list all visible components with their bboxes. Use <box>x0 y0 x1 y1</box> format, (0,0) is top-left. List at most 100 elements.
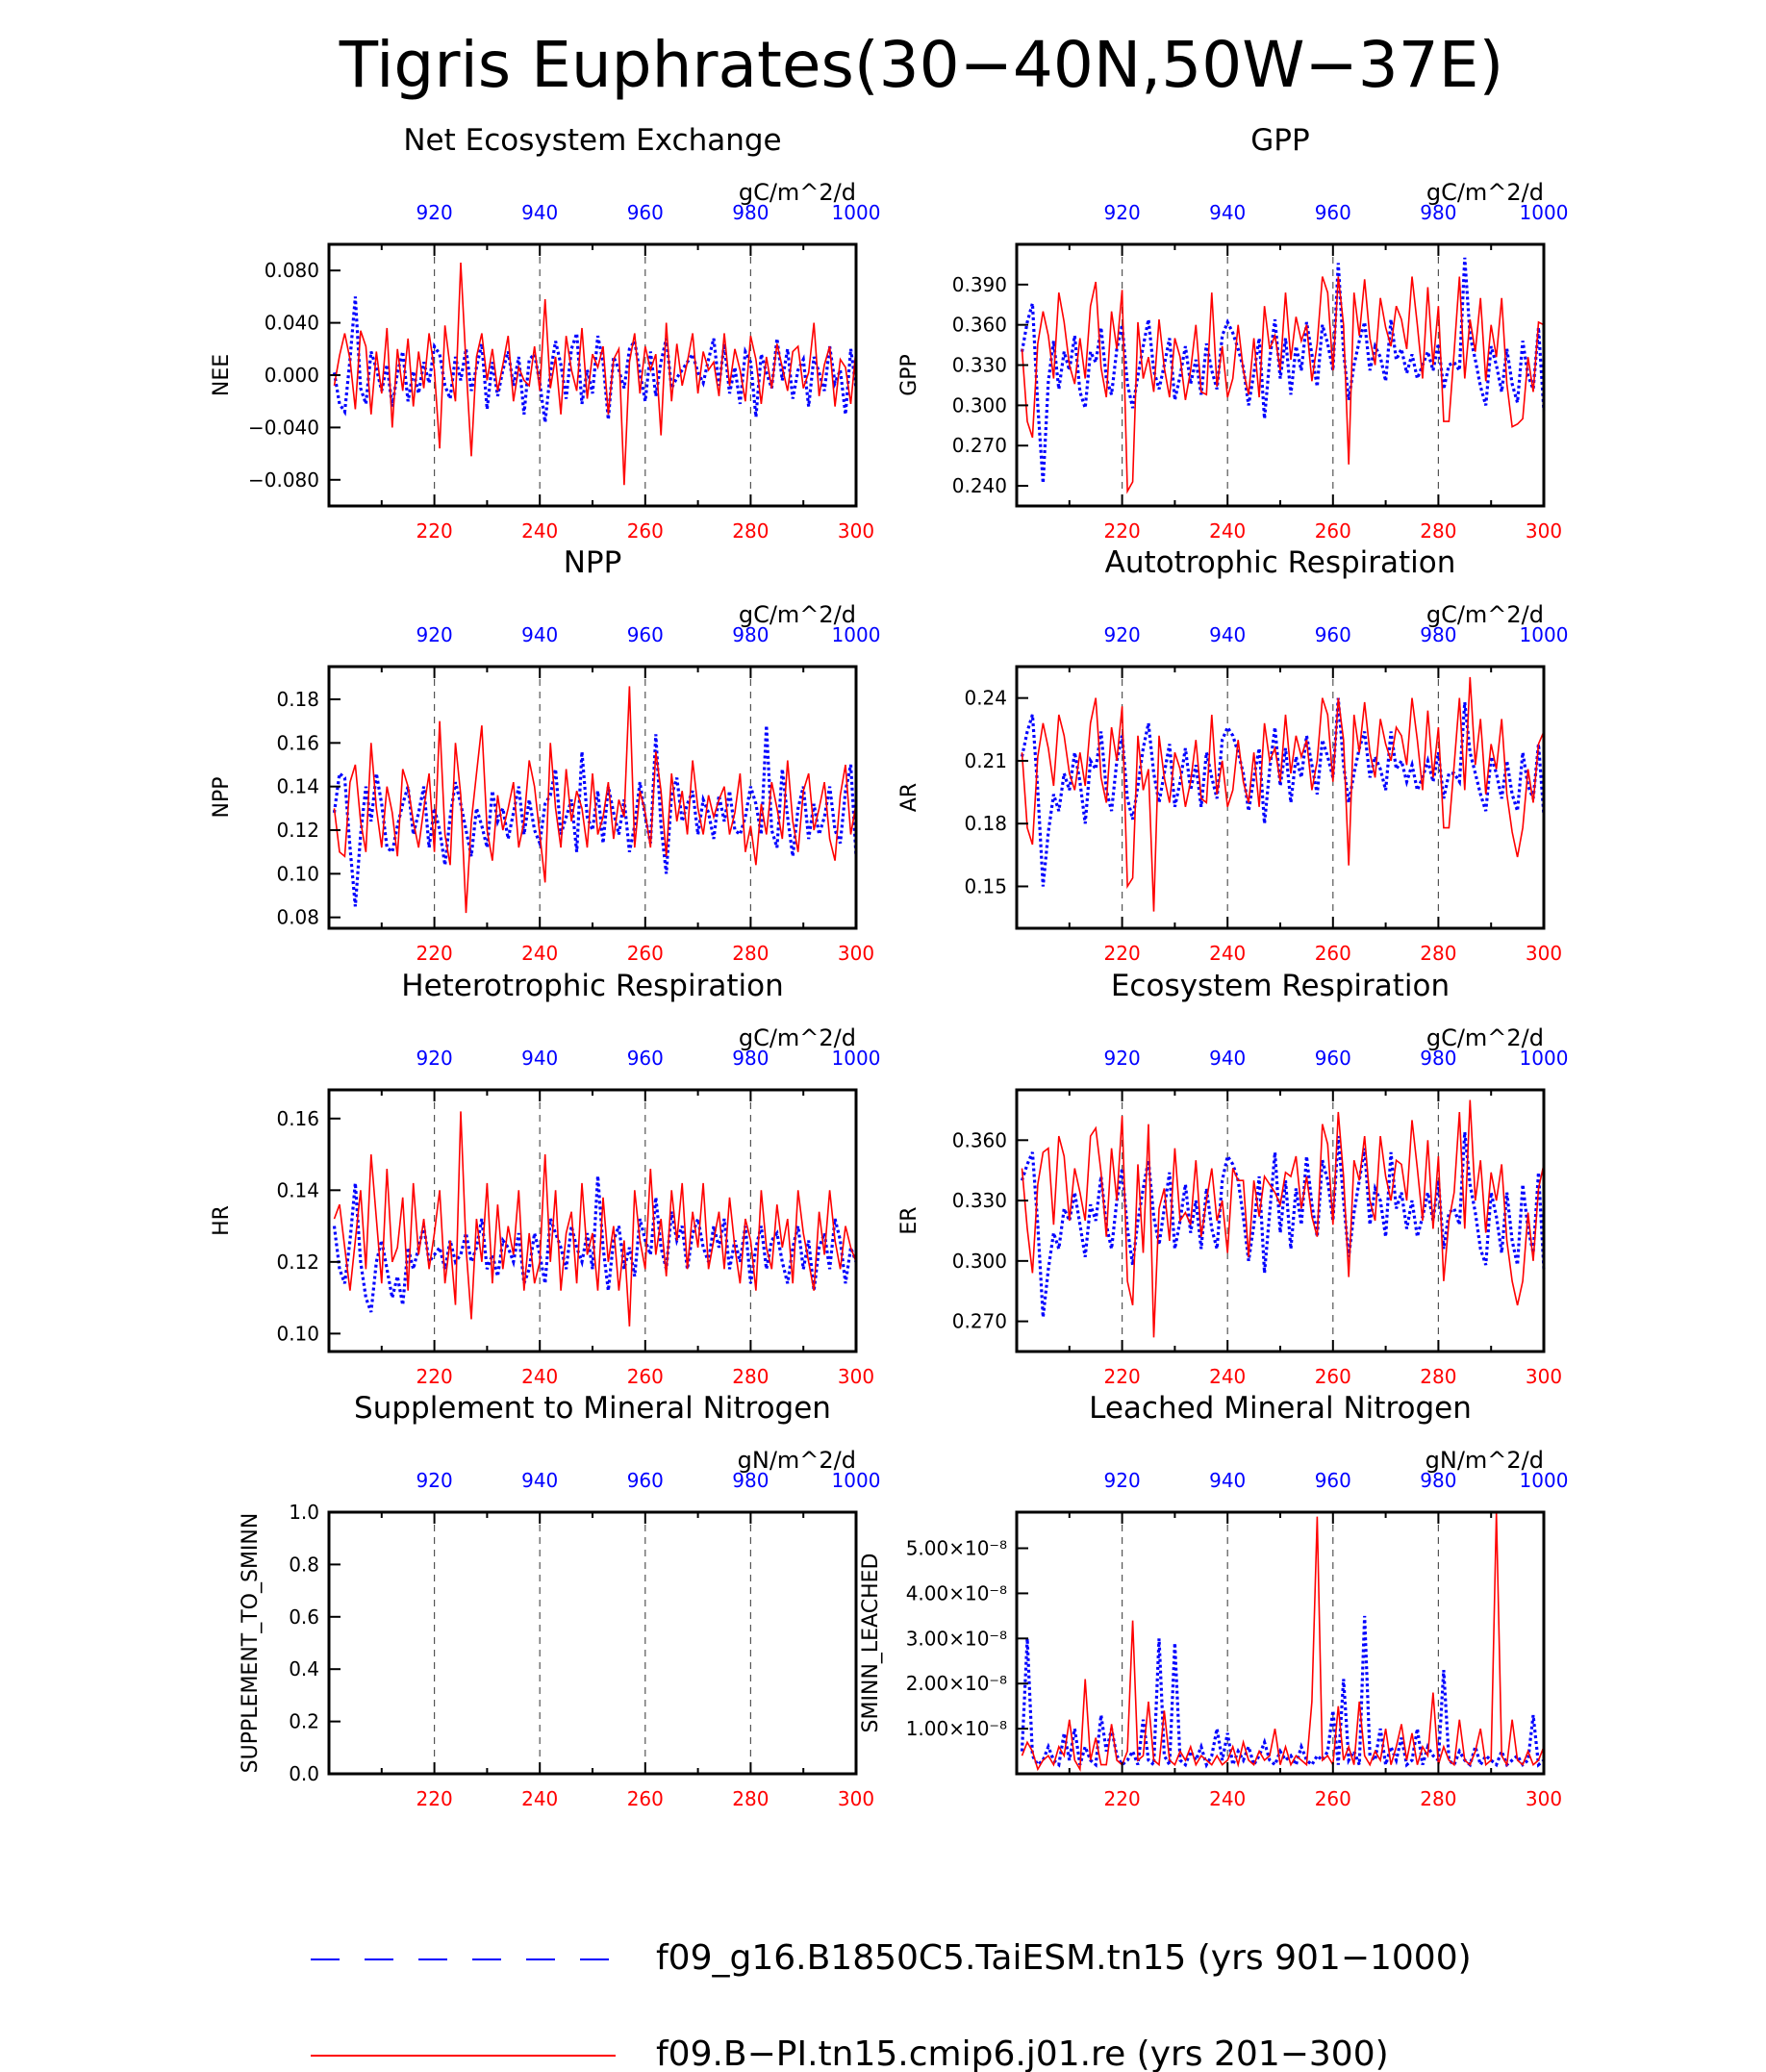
x-top-tick-label: 960 <box>1315 623 1351 646</box>
x-bottom-tick-label: 300 <box>1526 942 1562 965</box>
x-bottom-tick-label: 300 <box>838 1365 874 1388</box>
series-blue-line <box>332 296 858 423</box>
series-blue-line <box>1020 1615 1546 1771</box>
x-bottom-tick-label: 220 <box>1104 1365 1141 1388</box>
x-top-tick-label: 920 <box>416 201 453 224</box>
y-tick-label: 0.2 <box>289 1710 319 1733</box>
x-top-tick-label: 940 <box>521 1469 558 1492</box>
plot-frame <box>1015 1510 1546 1776</box>
y-tick-label: 1.00×10⁻⁸ <box>906 1717 1007 1740</box>
x-top-tick-label: 960 <box>1315 201 1351 224</box>
y-tick-label: 2.00×10⁻⁸ <box>906 1672 1007 1695</box>
x-bottom-tick-label: 220 <box>1104 1787 1141 1810</box>
panel-title: Net Ecosystem Exchange <box>403 123 781 158</box>
x-bottom-tick-label: 220 <box>416 1365 453 1388</box>
y-tick-label: 0.15 <box>964 874 1007 897</box>
panel-8: Leached Mineral Nitrogen gN/m^2/d 1.00×10⁻… <box>859 1391 1568 1810</box>
y-tick-label: 0.0 <box>289 1762 319 1785</box>
series-red-line <box>1021 1099 1545 1338</box>
x-bottom-tick-label: 280 <box>1420 1787 1456 1810</box>
x-top-tick-label: 980 <box>732 1047 769 1070</box>
y-axis-label: GPP <box>897 354 921 396</box>
x-bottom-tick-label: 260 <box>627 1365 664 1388</box>
x-bottom-tick-label: 220 <box>416 519 453 543</box>
y-tick-label: 0.390 <box>952 273 1007 296</box>
y-tick-label: 0.270 <box>952 434 1007 457</box>
x-top-tick-label: 960 <box>627 1047 664 1070</box>
panel-title: Autotrophic Respiration <box>1105 545 1456 580</box>
panel-6: Ecosystem Respiration gC/m^2/d 0.270 0.300 0… <box>897 969 1568 1388</box>
x-top-tick-label: 920 <box>1104 623 1141 646</box>
y-tick-label: 0.21 <box>964 749 1007 772</box>
y-tick-label: 5.00×10⁻⁸ <box>906 1537 1007 1560</box>
x-bottom-tick-label: 280 <box>732 942 769 965</box>
y-tick-label: 0.18 <box>964 812 1007 835</box>
y-tick-label: 0.10 <box>276 862 319 885</box>
y-tick-label: 0.330 <box>952 354 1007 377</box>
x-bottom-tick-label: 260 <box>1315 519 1351 543</box>
x-top-tick-label: 940 <box>521 623 558 646</box>
y-tick-label: −0.040 <box>248 416 319 439</box>
x-top-tick-label: 920 <box>1104 1047 1141 1070</box>
x-top-tick-label: 960 <box>627 201 664 224</box>
x-bottom-tick-label: 280 <box>732 1787 769 1810</box>
panel-4: Autotrophic Respiration gC/m^2/d 0.15 0.18 0… <box>897 545 1568 965</box>
units-label: gC/m^2/d <box>739 601 856 628</box>
x-bottom-tick-label: 300 <box>838 1787 874 1810</box>
x-top-tick-label: 1000 <box>1520 1469 1569 1492</box>
x-bottom-tick-label: 300 <box>1526 519 1562 543</box>
y-tick-label: 4.00×10⁻⁸ <box>906 1581 1007 1605</box>
legend-label-red: f09.B−PI.tn15.cmip6.j01.re (yrs 201−300) <box>656 2034 1389 2072</box>
y-axis-label: NEE <box>210 354 234 396</box>
units-label: gC/m^2/d <box>1426 601 1544 628</box>
x-bottom-tick-label: 240 <box>1209 1787 1246 1810</box>
y-tick-label: 0.330 <box>952 1189 1007 1212</box>
x-top-tick-label: 920 <box>1104 1469 1141 1492</box>
series-red-line <box>1021 676 1545 912</box>
plot-frame <box>327 1088 858 1353</box>
panel-title: Heterotrophic Respiration <box>401 969 783 1003</box>
x-bottom-tick-label: 240 <box>521 942 558 965</box>
series-red-line <box>333 262 857 486</box>
y-tick-label: −0.080 <box>248 468 319 492</box>
x-top-tick-label: 920 <box>416 1047 453 1070</box>
x-top-tick-label: 940 <box>521 1047 558 1070</box>
y-axis-label: ER <box>897 1206 921 1234</box>
y-tick-label: 0.000 <box>265 364 319 387</box>
panels: Net Ecosystem Exchange gC/m^2/d −0.080 −0.0… <box>210 123 1568 1810</box>
x-top-tick-label: 980 <box>1420 201 1456 224</box>
series-red-line <box>333 1111 857 1327</box>
panel-title: Supplement to Mineral Nitrogen <box>354 1391 831 1426</box>
units-label: gN/m^2/d <box>1425 1447 1544 1474</box>
x-bottom-tick-label: 300 <box>838 942 874 965</box>
panel-title: GPP <box>1250 123 1309 158</box>
x-top-tick-label: 960 <box>627 1469 664 1492</box>
y-tick-label: 0.08 <box>276 906 319 929</box>
series-red-line <box>1021 276 1545 494</box>
panel-3: NPP gC/m^2/d 0.08 0.10 0.12 0.14 0.16 0.18 NPP 22… <box>210 545 880 965</box>
y-tick-label: 0.300 <box>952 1250 1007 1273</box>
plot-frame <box>327 242 858 508</box>
x-top-tick-label: 940 <box>1209 623 1246 646</box>
y-axis-label: HR <box>210 1205 234 1236</box>
y-tick-label: 0.080 <box>265 259 319 282</box>
y-tick-label: 3.00×10⁻⁸ <box>906 1627 1007 1650</box>
units-label: gC/m^2/d <box>1426 179 1544 206</box>
x-top-tick-label: 920 <box>416 623 453 646</box>
panel-1: Net Ecosystem Exchange gC/m^2/d −0.080 −0.0… <box>210 123 880 543</box>
x-bottom-tick-label: 260 <box>627 942 664 965</box>
x-bottom-tick-label: 280 <box>732 1365 769 1388</box>
x-top-tick-label: 1000 <box>832 1047 881 1070</box>
y-tick-label: 0.6 <box>289 1605 319 1629</box>
y-axis-label: SMINN_LEACHED <box>859 1554 883 1733</box>
y-tick-label: 0.24 <box>964 687 1007 710</box>
panel-7: Supplement to Mineral Nitrogen gN/m^2/d 0.… <box>239 1391 880 1810</box>
x-top-tick-label: 960 <box>627 623 664 646</box>
x-bottom-tick-label: 240 <box>1209 1365 1246 1388</box>
units-label: gC/m^2/d <box>739 179 856 206</box>
y-axis-label: NPP <box>210 777 234 819</box>
x-bottom-tick-label: 220 <box>1104 942 1141 965</box>
y-tick-label: 0.240 <box>952 474 1007 497</box>
series-red-line <box>1021 1511 1545 1772</box>
